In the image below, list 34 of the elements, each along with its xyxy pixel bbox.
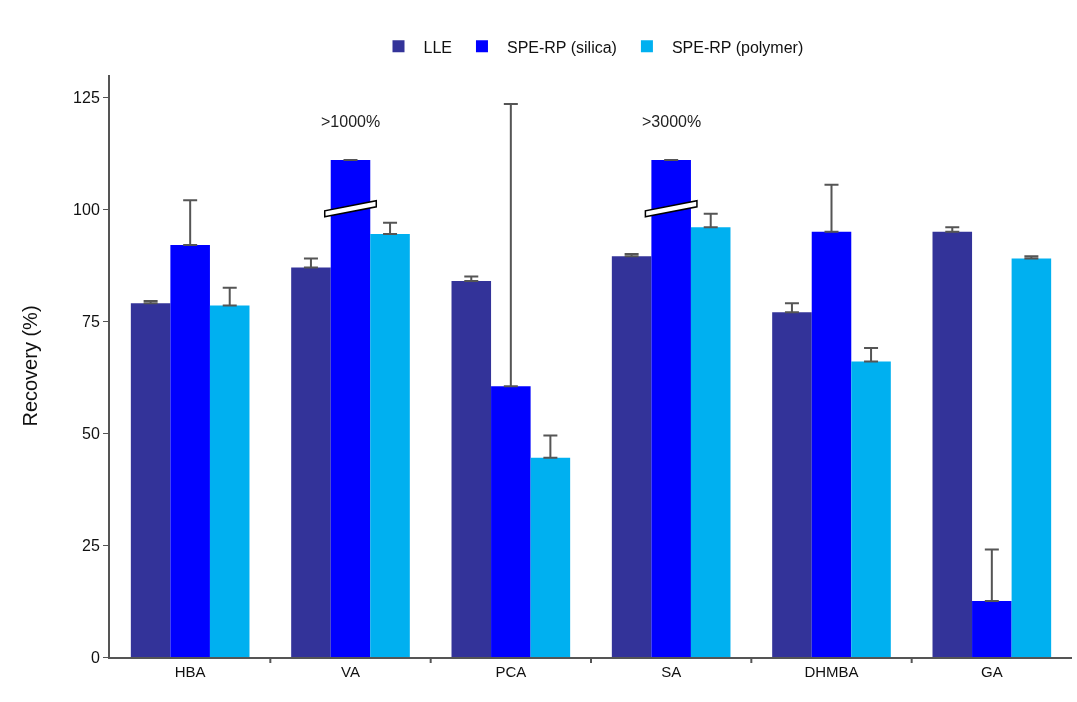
x-tick-label: GA bbox=[980, 663, 1003, 680]
bar bbox=[530, 457, 571, 657]
y-tick-label: 125 bbox=[73, 88, 100, 106]
x-tick-label: DHMBA bbox=[804, 663, 859, 680]
legend-label: SPE-RP (polymer) bbox=[671, 38, 804, 56]
y-tick-label: 100 bbox=[73, 200, 100, 218]
x-tick-label: PCA bbox=[495, 663, 527, 680]
y-tick-label: 25 bbox=[82, 536, 100, 554]
bar bbox=[690, 227, 731, 657]
bar bbox=[291, 267, 331, 657]
annotation: >3000% bbox=[642, 113, 702, 130]
x-tick-label: SA bbox=[661, 663, 682, 680]
bar bbox=[370, 233, 410, 657]
bar bbox=[851, 361, 891, 657]
bar bbox=[611, 256, 652, 657]
legend-label: LLE bbox=[423, 38, 452, 56]
legend-label: SPE-RP (silica) bbox=[506, 38, 617, 56]
x-tick-label: HBA bbox=[174, 663, 206, 680]
y-axis-title: Recovery (%) bbox=[19, 305, 42, 427]
bar bbox=[772, 312, 812, 657]
y-tick-label: 75 bbox=[82, 312, 100, 330]
bar bbox=[170, 245, 210, 657]
bar bbox=[932, 231, 973, 657]
annotation: >1000% bbox=[321, 113, 381, 130]
bar bbox=[209, 305, 250, 657]
bar bbox=[491, 386, 531, 657]
bar bbox=[130, 303, 171, 657]
x-tick-label: VA bbox=[341, 663, 360, 680]
y-tick-label: 0 bbox=[90, 648, 100, 666]
bar bbox=[811, 231, 852, 657]
y-tick-label: 50 bbox=[82, 424, 100, 442]
bar bbox=[451, 280, 492, 657]
bar bbox=[972, 601, 1012, 657]
bar bbox=[1011, 258, 1052, 657]
